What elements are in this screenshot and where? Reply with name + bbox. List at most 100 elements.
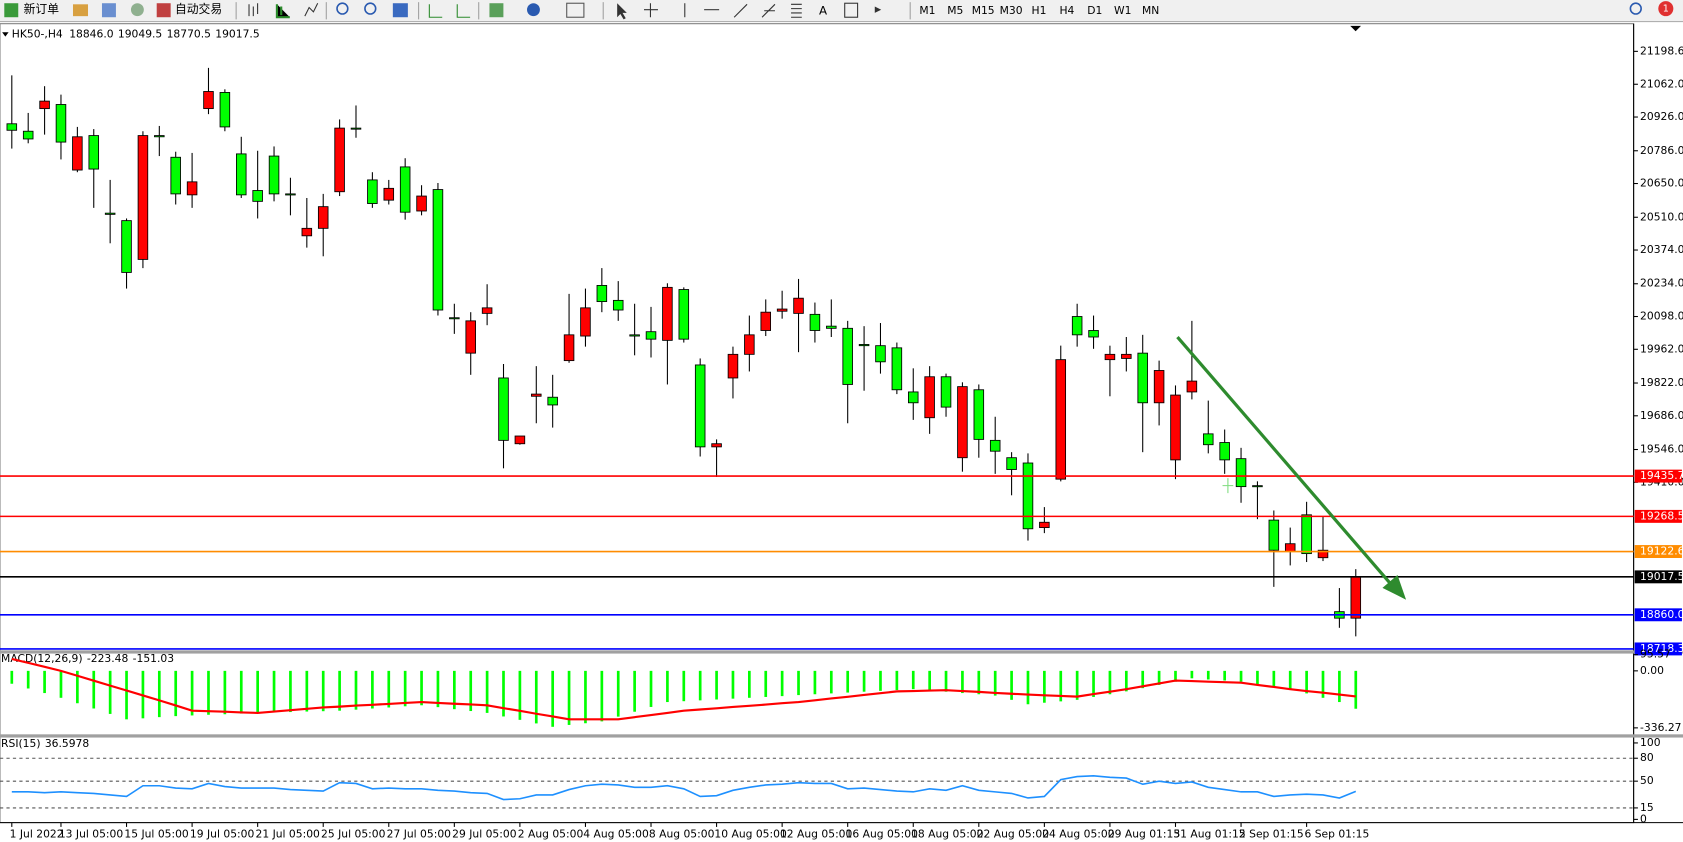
- candle-body: [531, 393, 542, 397]
- zoom-out-button[interactable]: [364, 2, 377, 15]
- x-tick-label: 10 Aug 05:00: [714, 827, 787, 840]
- candle-body: [1301, 514, 1312, 555]
- candle-body: [1039, 521, 1050, 529]
- y-tick-label: 0.00: [1640, 664, 1664, 677]
- label-button[interactable]: [844, 2, 859, 18]
- timeframe-button[interactable]: M15: [972, 4, 995, 17]
- channel-button[interactable]: [761, 3, 776, 18]
- candle-body: [1284, 543, 1296, 552]
- crosshair-button[interactable]: [644, 3, 658, 18]
- search-button[interactable]: [1629, 2, 1642, 15]
- scroll-button[interactable]: [428, 4, 443, 18]
- new-order-icon[interactable]: [4, 3, 19, 18]
- timeframe-button[interactable]: H1: [1032, 4, 1047, 17]
- timeframe-button[interactable]: D1: [1087, 4, 1102, 17]
- crosshair-cursor: [1222, 478, 1234, 494]
- candle-body: [1121, 353, 1132, 359]
- indicators-button[interactable]: [489, 3, 504, 18]
- shift-button[interactable]: [456, 4, 471, 18]
- arrows-button[interactable]: [874, 6, 882, 13]
- bar-chart-button[interactable]: [248, 3, 259, 17]
- text-tool[interactable]: A: [819, 3, 827, 17]
- candle-body: [940, 376, 952, 408]
- y-tick-label: 20650.0: [1640, 177, 1683, 190]
- y-tick-label: 95.57: [1640, 648, 1671, 661]
- candle-body: [399, 166, 411, 213]
- timeframe-button[interactable]: W1: [1114, 4, 1131, 17]
- rsi-line: [11, 775, 1357, 801]
- candle-body: [449, 317, 460, 320]
- x-tick-label: 29 Jul 05:00: [452, 827, 517, 840]
- candle-body: [973, 389, 985, 440]
- candle-body: [924, 376, 935, 419]
- rsi-title: RSI(15): [1, 737, 40, 750]
- icon[interactable]: [72, 4, 89, 17]
- level-label-bg: [1634, 642, 1682, 656]
- line-button[interactable]: [304, 2, 319, 17]
- x-tick-label: 4 Aug 05:00: [583, 827, 649, 840]
- y-tick-label: 0: [1640, 812, 1647, 825]
- candle-body: [170, 156, 181, 195]
- x-tick-label: 29 Aug 01:15: [1108, 827, 1180, 840]
- candle-body: [219, 92, 231, 128]
- candle-body: [744, 334, 755, 355]
- candle-body: [547, 396, 558, 406]
- y-tick-label: 20926.0: [1640, 110, 1683, 123]
- y-tick-label: 21198.6: [1640, 44, 1683, 57]
- candle-body: [1055, 359, 1067, 480]
- trendline-button[interactable]: [733, 3, 748, 18]
- rsi-value: 36.5978: [45, 737, 90, 750]
- candle-body: [236, 153, 247, 196]
- x-tick-label: 1 Jul 2022: [10, 827, 64, 840]
- candle-body: [989, 439, 1001, 452]
- fibo-button[interactable]: [791, 3, 802, 18]
- candle-body: [711, 443, 722, 448]
- candle-body: [1235, 458, 1247, 488]
- candle-body: [891, 347, 903, 391]
- candle-body: [596, 285, 608, 303]
- tile-button[interactable]: [392, 3, 408, 18]
- timeframe-button[interactable]: M1: [919, 4, 935, 17]
- candle-body: [629, 334, 640, 337]
- candle-body: [481, 307, 493, 314]
- candle-body: [1170, 394, 1181, 461]
- candle-body: [22, 130, 34, 140]
- candle-body: [39, 100, 50, 110]
- candle-body: [154, 135, 165, 138]
- y-tick-label: 20374.0: [1640, 243, 1683, 256]
- candle-body: [957, 386, 968, 459]
- zoom-in-button[interactable]: [336, 2, 349, 15]
- symbol: HK50-,H4: [12, 27, 63, 40]
- candle-body: [727, 353, 739, 379]
- y-tick-label: 20098.0: [1640, 310, 1683, 323]
- candle-body: [1252, 485, 1263, 488]
- candle-body: [498, 377, 509, 441]
- candle-body: [1186, 380, 1198, 393]
- timeframe-button[interactable]: M30: [1000, 4, 1023, 17]
- periods-button[interactable]: [527, 3, 540, 17]
- x-tick-label: 19 Jul 05:00: [190, 827, 255, 840]
- y-tick-label: -336.27: [1640, 721, 1681, 734]
- timeframe-button[interactable]: MN: [1142, 4, 1159, 17]
- timeframe-button[interactable]: M5: [947, 4, 963, 17]
- candle-body: [776, 308, 788, 312]
- candle-button[interactable]: [275, 4, 290, 19]
- y-tick-label: 20510.0: [1640, 210, 1683, 223]
- notification-badge[interactable]: [1658, 1, 1674, 17]
- candle-body: [793, 297, 804, 314]
- templates-button[interactable]: [566, 2, 585, 18]
- candle-body: [252, 190, 263, 202]
- level-label-bg: [1634, 469, 1682, 483]
- cursor-button[interactable]: [617, 3, 627, 20]
- macd-signal: [11, 657, 1356, 721]
- macd-signal-value: -151.03: [133, 652, 174, 665]
- y-tick-label: 19546.0: [1640, 443, 1683, 456]
- auto-trading-button[interactable]: 自动交易: [175, 2, 222, 16]
- icon[interactable]: [130, 3, 144, 17]
- candle-body: [121, 220, 132, 273]
- timeframe-button[interactable]: H4: [1059, 4, 1074, 17]
- x-tick-label: 18 Aug 05:00: [911, 827, 984, 840]
- auto-trading-icon[interactable]: [156, 3, 171, 18]
- icon[interactable]: [101, 3, 116, 18]
- new-order-button[interactable]: 新订单: [24, 2, 60, 16]
